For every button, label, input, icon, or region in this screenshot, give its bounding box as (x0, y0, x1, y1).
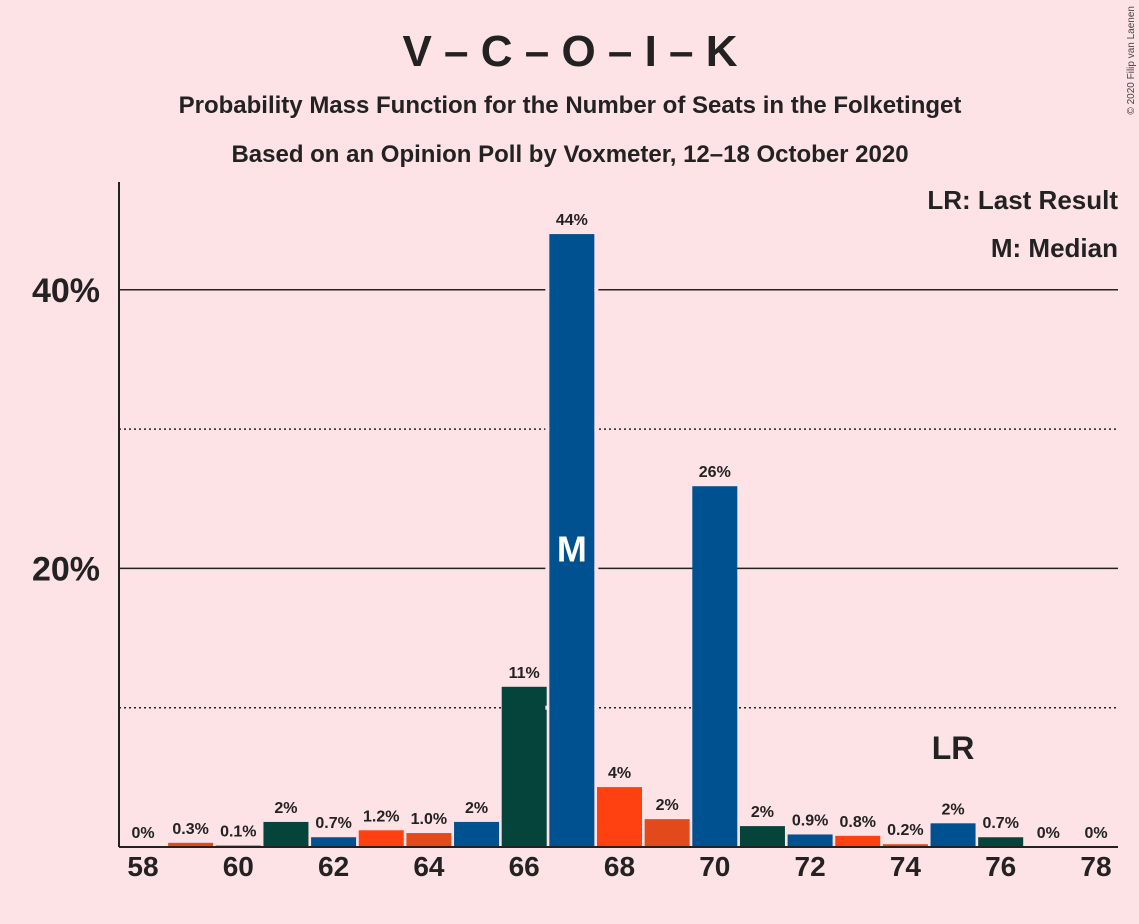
bar-70 (692, 486, 738, 847)
bar-labels-group: 0% 0.3% 0.1% 2% 0.7% 1.2% 1.0% 2% 11% 44% 4% 2% 26% 2… (131, 212, 1107, 842)
bar-label-75: 2% (941, 801, 964, 818)
median-bar-gap-right (594, 427, 599, 432)
median-bar-gap-left (545, 705, 550, 710)
median-bar-gap-right (594, 287, 599, 292)
axes-group: 20% 40% 58 60 62 64 66 68 70 72 74 76 78 (32, 182, 1118, 882)
bar-label-78: 0% (1084, 825, 1107, 842)
x-tick-label: 58 (127, 851, 158, 882)
median-marker: M (557, 528, 587, 569)
x-tick-label: 60 (223, 851, 254, 882)
median-bar-gap-left (545, 287, 550, 292)
median-bar-gap-right (594, 566, 599, 571)
bar-label-72: 0.9% (792, 812, 828, 829)
median-bar-gap-left (545, 427, 550, 432)
bar-label-65: 2% (465, 800, 488, 817)
bar-label-59: 0.3% (172, 821, 208, 838)
x-tick-label: 64 (413, 851, 445, 882)
bar-68 (597, 787, 642, 847)
x-tick-label: 74 (890, 851, 922, 882)
bar-65 (454, 821, 500, 847)
bar-label-66: 11% (509, 665, 540, 682)
x-tick-label: 66 (509, 851, 540, 882)
bar-label-70: 26% (699, 464, 731, 481)
bar-75 (930, 823, 976, 847)
bar-label-58: 0% (131, 825, 154, 842)
bar-73 (835, 835, 881, 847)
gridlines (119, 289, 1118, 709)
copyright-credit: © 2020 Filip van Laenen (1126, 6, 1137, 115)
x-tick-label: 70 (699, 851, 730, 882)
bar-62 (311, 837, 357, 847)
chart-subtitle: Probability Mass Function for the Number… (179, 92, 962, 119)
bar-67 (549, 234, 595, 847)
bar-76 (978, 837, 1024, 847)
bar-label-68: 4% (608, 765, 631, 782)
legend-last-result: LR: Last Result (927, 185, 1118, 215)
bar-label-77: 0% (1037, 825, 1060, 842)
bar-label-60: 0.1% (220, 824, 256, 841)
bars-group (168, 234, 1024, 847)
bar-label-76: 0.7% (982, 815, 1018, 832)
median-bar-gap-right (594, 705, 599, 710)
last-result-marker: LR (932, 730, 975, 766)
bar-72 (787, 834, 833, 847)
bar-63 (358, 830, 404, 847)
x-tick-label: 72 (795, 851, 826, 882)
bar-label-71: 2% (751, 804, 774, 821)
bar-label-69: 2% (656, 797, 679, 814)
bar-74 (882, 844, 928, 847)
y-tick-label: 40% (32, 272, 100, 310)
bar-label-67: 44% (556, 212, 588, 229)
chart-title: V – C – O – I – K (402, 27, 737, 76)
bar-64 (406, 833, 452, 847)
bar-label-73: 0.8% (840, 814, 876, 831)
bar-71 (739, 826, 785, 847)
chart-source-subtitle: Based on an Opinion Poll by Voxmeter, 12… (231, 141, 908, 168)
bar-61 (263, 821, 309, 847)
bar-66 (501, 686, 547, 847)
x-tick-label: 76 (985, 851, 1016, 882)
bar-69 (644, 819, 690, 847)
median-bar-gap-left (545, 566, 550, 571)
y-tick-label: 20% (32, 550, 100, 588)
legend-median: M: Median (991, 233, 1118, 263)
bar-59 (168, 842, 214, 847)
x-tick-label: 78 (1080, 851, 1111, 882)
x-tick-label: 62 (318, 851, 349, 882)
x-tick-label: 68 (604, 851, 635, 882)
bar-label-74: 0.2% (887, 822, 923, 839)
bar-label-63: 1.2% (363, 808, 399, 825)
bar-label-62: 0.7% (315, 815, 351, 832)
bar-label-64: 1.0% (411, 811, 447, 828)
bar-label-61: 2% (274, 800, 297, 817)
